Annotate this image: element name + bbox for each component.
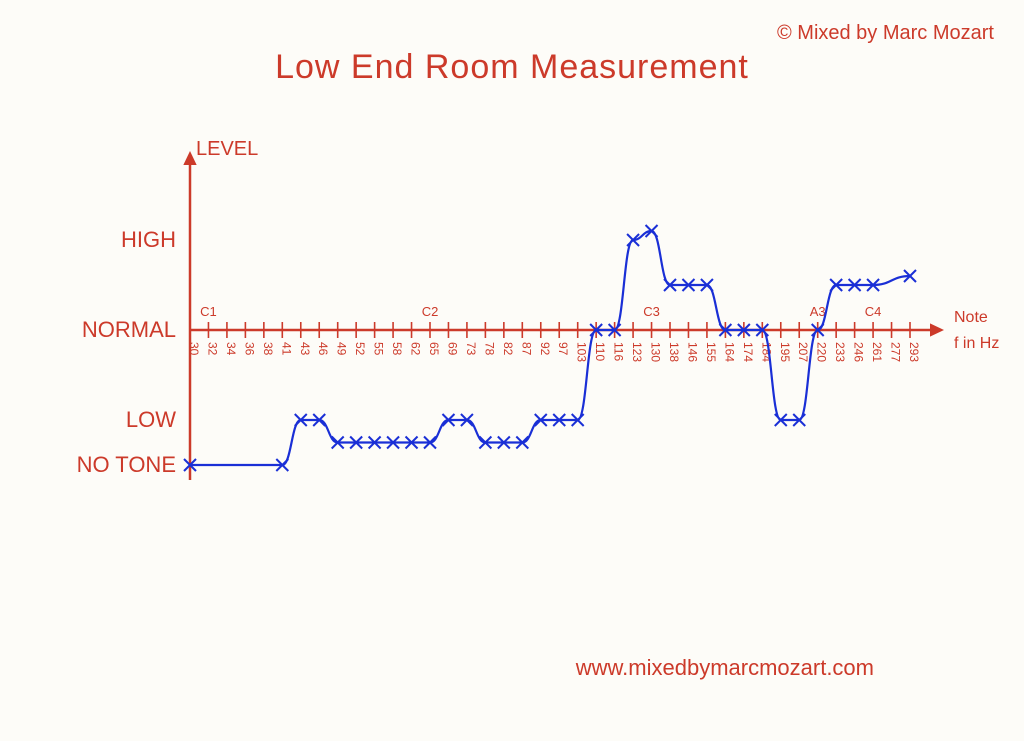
x-tick-freq: 78 — [482, 342, 496, 356]
x-note-label: C1 — [200, 304, 217, 319]
x-tick-freq: 36 — [242, 342, 256, 356]
x-tick-freq: 87 — [519, 342, 533, 356]
x-tick-freq: 233 — [833, 342, 847, 362]
x-tick-freq: 146 — [685, 342, 699, 362]
x-tick-freq: 138 — [667, 342, 681, 362]
x-axis-title-hz: f in Hz — [954, 335, 999, 352]
x-tick-freq: 34 — [224, 342, 238, 356]
x-tick-freq: 69 — [445, 342, 459, 356]
x-tick-freq: 277 — [889, 342, 903, 362]
x-tick-freq: 92 — [538, 342, 552, 356]
x-note-label: C2 — [422, 304, 439, 319]
x-axis-title-note: Note — [954, 309, 988, 326]
x-tick-freq: 82 — [501, 342, 515, 356]
x-tick-freq: 174 — [741, 342, 755, 362]
x-tick-freq: 55 — [372, 342, 386, 356]
x-tick-freq: 207 — [796, 342, 810, 362]
x-tick-freq: 130 — [649, 342, 663, 362]
x-note-label: C3 — [643, 304, 660, 319]
x-note-label: A3 — [810, 304, 826, 319]
x-tick-freq: 261 — [870, 342, 884, 362]
x-tick-freq: 246 — [852, 342, 866, 362]
y-tick-label: LOW — [126, 407, 176, 432]
x-tick-freq: 41 — [279, 342, 293, 356]
credit-text: © Mixed by Marc Mozart — [777, 22, 994, 45]
x-note-label: C4 — [865, 304, 882, 319]
chart-title: Low End Room Measurement — [0, 48, 1024, 87]
x-tick-freq: 49 — [335, 342, 349, 356]
x-tick-freq: 155 — [704, 342, 718, 362]
x-tick-freq: 52 — [353, 342, 367, 356]
x-tick-freq: 123 — [630, 342, 644, 362]
x-tick-freq: 184 — [759, 342, 773, 362]
y-axis-title: LEVEL — [196, 138, 258, 160]
x-tick-freq: 46 — [316, 342, 330, 356]
x-tick-freq: 43 — [298, 342, 312, 356]
x-tick-freq: 195 — [778, 342, 792, 362]
x-tick-freq: 30 — [187, 342, 201, 356]
x-tick-freq: 103 — [575, 342, 589, 362]
footer-url: www.mixedbymarcmozart.com — [576, 655, 874, 681]
room-measurement-chart: LEVEL HIGH NORMAL LOW NO TONE 30 32 34 36 38 41 43 4… — [80, 140, 960, 500]
y-tick-label: NORMAL — [82, 317, 176, 342]
x-tick-freq: 58 — [390, 342, 404, 356]
x-tick-freq: 293 — [907, 342, 921, 362]
x-tick-freq: 97 — [556, 342, 570, 356]
x-tick-freq: 65 — [427, 342, 441, 356]
x-tick-freq: 38 — [261, 342, 275, 356]
x-tick-freq: 73 — [464, 342, 478, 356]
x-tick-freq: 32 — [205, 342, 219, 356]
x-tick-freq: 164 — [722, 342, 736, 362]
y-tick-label: HIGH — [121, 227, 176, 252]
x-tick-freq: 220 — [815, 342, 829, 362]
x-tick-freq: 62 — [409, 342, 423, 356]
x-tick-freq: 116 — [612, 342, 626, 361]
x-tick-freq: 110 — [593, 342, 607, 361]
y-tick-label: NO TONE — [77, 452, 176, 477]
